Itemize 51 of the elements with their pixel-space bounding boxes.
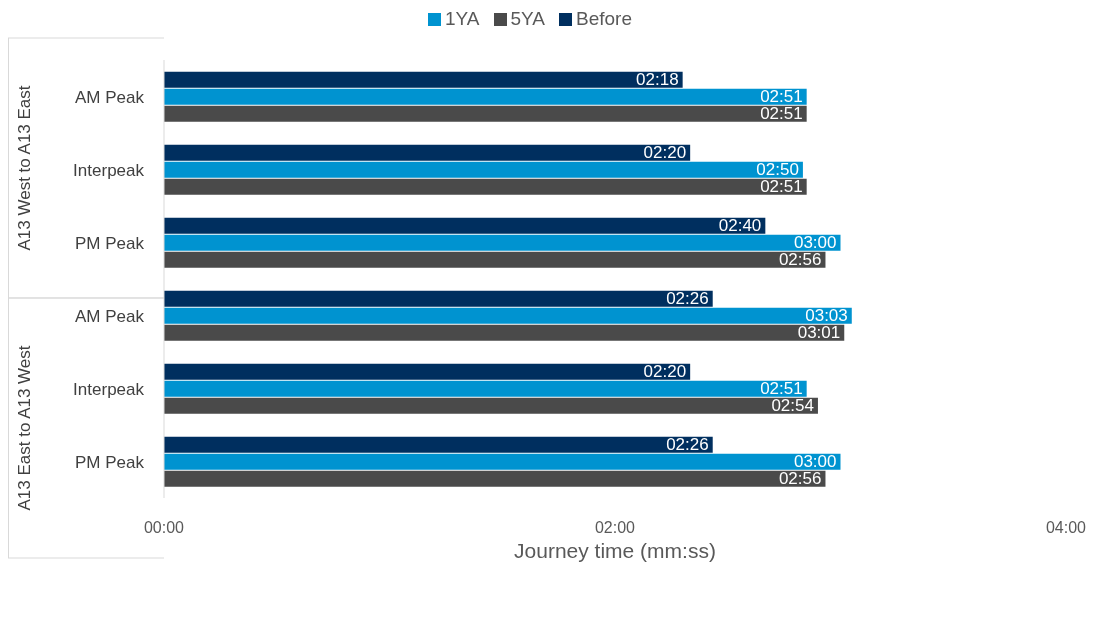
data-label: 02:56 — [778, 250, 822, 270]
bar — [164, 234, 841, 251]
bar — [164, 380, 807, 397]
data-label: 03:00 — [793, 233, 837, 253]
data-label: 02:18 — [636, 70, 679, 90]
data-label: 02:26 — [666, 289, 709, 309]
bar — [164, 161, 803, 178]
legend-label: 5YA — [510, 8, 546, 29]
bar — [164, 105, 807, 122]
bar — [164, 307, 852, 324]
data-label: 02:51 — [760, 177, 803, 197]
data-label: 03:03 — [805, 306, 848, 326]
y-tick-label: AM Peak — [75, 306, 145, 326]
y-tick-label: AM Peak — [75, 87, 145, 107]
bar — [164, 251, 826, 268]
legend-label: 1YA — [444, 8, 480, 29]
x-axis-title: Journey time (mm:ss) — [514, 539, 716, 562]
bar — [164, 178, 807, 195]
data-label: 02:50 — [756, 160, 799, 180]
data-label: 03:01 — [797, 323, 841, 343]
y-tick-label: PM Peak — [75, 233, 145, 253]
bar — [164, 363, 691, 380]
bar — [164, 88, 807, 105]
bar — [164, 217, 766, 234]
y-tick-label: Interpeak — [73, 160, 145, 180]
bar — [164, 397, 818, 414]
data-label: 02:40 — [718, 216, 762, 236]
x-tick-label: 04:00 — [1045, 519, 1087, 537]
data-label: 02:54 — [771, 396, 814, 416]
text: A13 West to A13 East — [14, 85, 34, 251]
legend-label: Before — [576, 8, 632, 29]
bar — [164, 71, 683, 88]
y-tick-label: Interpeak — [73, 379, 145, 399]
text: A13 East to A13 West — [14, 345, 34, 511]
y-tick-label: PM Peak — [75, 452, 145, 472]
data-label: 02:26 — [666, 435, 709, 455]
data-label: 03:00 — [793, 452, 837, 472]
x-tick-label: 00:00 — [143, 519, 185, 537]
data-label: 02:56 — [778, 469, 822, 489]
bar — [164, 453, 841, 470]
bar — [164, 436, 713, 453]
data-label: 02:51 — [760, 104, 803, 124]
bar — [164, 144, 691, 161]
bar — [164, 324, 845, 341]
data-label: 02:20 — [643, 362, 687, 382]
data-label: 02:51 — [760, 379, 803, 399]
bar — [164, 470, 826, 487]
x-tick-label: 02:00 — [594, 519, 636, 537]
data-label: 02:51 — [760, 87, 803, 107]
data-label: 02:20 — [643, 143, 687, 163]
bar — [164, 290, 713, 307]
